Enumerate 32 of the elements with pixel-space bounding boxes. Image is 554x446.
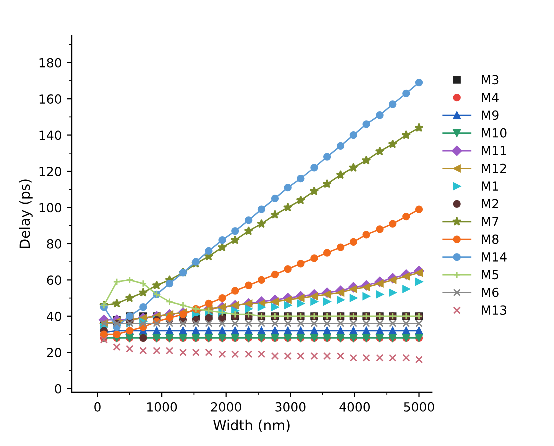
y-tick-label: 100 xyxy=(40,203,62,213)
y-tick-label: 80 xyxy=(47,239,62,249)
legend-label: M3 xyxy=(482,75,499,85)
legend-label: M6 xyxy=(482,288,499,298)
legend-label: M11 xyxy=(482,146,506,156)
legend-label: M4 xyxy=(482,93,499,102)
x-axis-title: Width (nm) xyxy=(214,420,290,432)
x-tick-label: 0 xyxy=(94,402,101,412)
legend-label: M1 xyxy=(482,182,498,191)
legend-label: M10 xyxy=(482,128,507,138)
y-tick-label: 60 xyxy=(47,276,62,286)
legend-label: M2 xyxy=(482,199,498,209)
y-tick-label: 180 xyxy=(40,58,62,68)
y-tick-label: 140 xyxy=(40,130,62,140)
y-tick-label: 40 xyxy=(47,312,62,322)
x-tick-label: 4000 xyxy=(340,402,370,412)
x-tick-label: 5000 xyxy=(404,402,434,412)
legend-label: M8 xyxy=(482,234,499,244)
legend-label: M14 xyxy=(482,252,507,262)
y-tick-label: 160 xyxy=(40,94,62,104)
y-tick-label: 0 xyxy=(55,384,62,394)
legend-label: M9 xyxy=(482,110,499,120)
x-tick-label: 1000 xyxy=(148,402,178,412)
x-tick-label: 2000 xyxy=(211,402,242,412)
y-tick-label: 20 xyxy=(47,348,62,358)
x-tick-label: 3000 xyxy=(276,402,306,412)
legend-label: M7 xyxy=(482,217,499,226)
legend-label: M5 xyxy=(482,270,499,280)
y-axis-title: Delay (ps) xyxy=(19,180,33,248)
y-tick-label: 120 xyxy=(40,166,62,176)
legend-label: M13 xyxy=(482,306,507,316)
legend-label: M12 xyxy=(482,164,506,174)
